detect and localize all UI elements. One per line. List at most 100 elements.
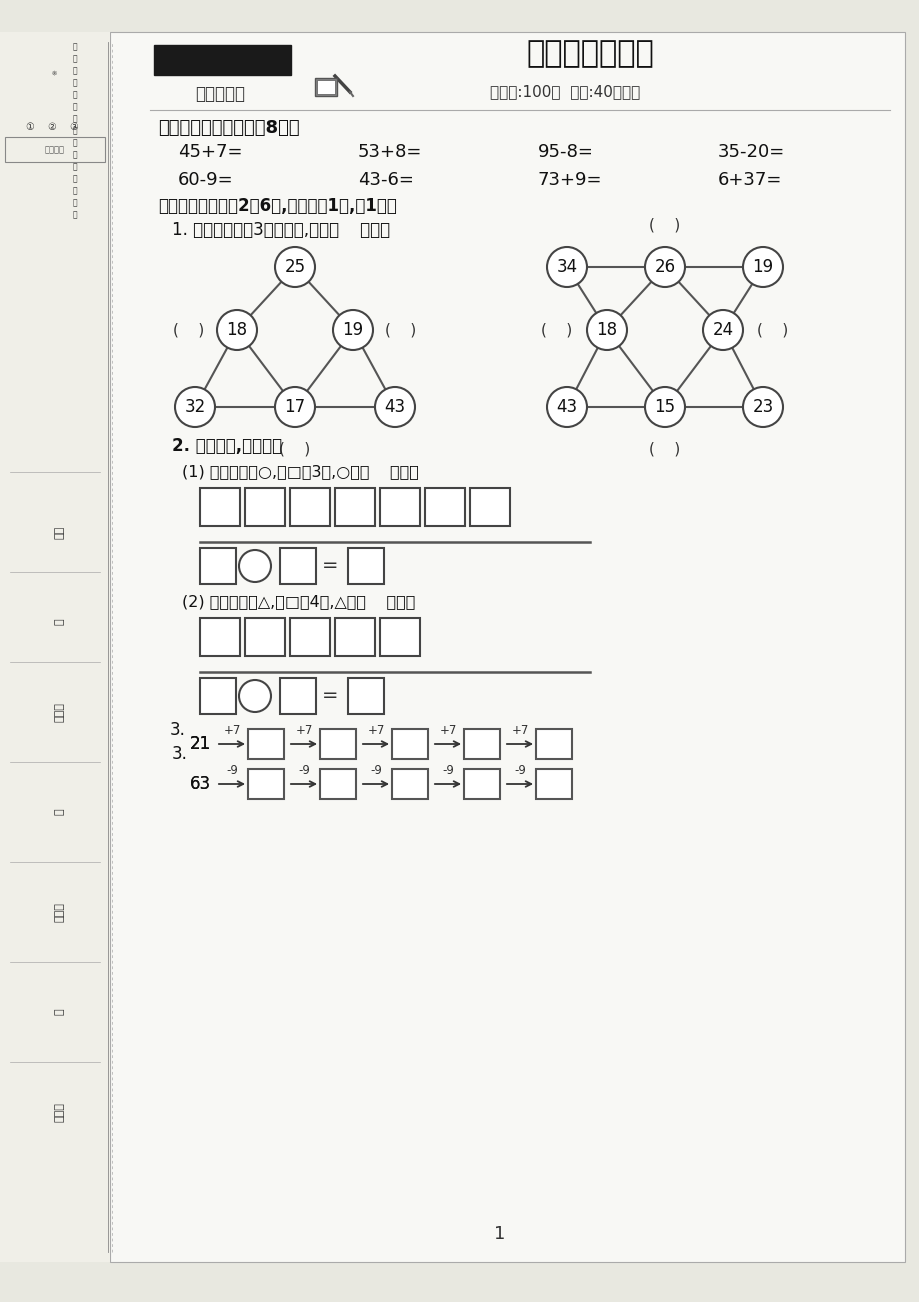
Text: 60-9=: 60-9= xyxy=(177,171,233,189)
Text: 43-6=: 43-6= xyxy=(357,171,414,189)
Text: 19: 19 xyxy=(342,322,363,339)
Text: 26: 26 xyxy=(653,258,675,276)
Text: +7: +7 xyxy=(295,724,312,737)
Circle shape xyxy=(644,247,685,286)
Bar xyxy=(380,488,420,526)
Circle shape xyxy=(702,310,743,350)
Text: 63: 63 xyxy=(189,775,210,793)
Text: 一、直接写出得数。（8分）: 一、直接写出得数。（8分） xyxy=(158,118,300,137)
Text: 班级：: 班级： xyxy=(55,902,65,922)
Bar xyxy=(347,678,383,713)
Text: 35-20=: 35-20= xyxy=(717,143,785,161)
Bar xyxy=(279,548,315,585)
Text: +7: +7 xyxy=(223,724,241,737)
Text: (    ): ( ) xyxy=(649,217,680,233)
Text: 19: 19 xyxy=(752,258,773,276)
Bar xyxy=(199,618,240,656)
Text: 学校：: 学校： xyxy=(55,1101,65,1122)
Text: -9: -9 xyxy=(514,764,526,777)
Text: 题: 题 xyxy=(73,163,77,172)
Text: 注: 注 xyxy=(73,78,77,87)
Circle shape xyxy=(333,310,372,350)
Text: 18: 18 xyxy=(226,322,247,339)
Text: 34: 34 xyxy=(556,258,577,276)
Text: 答: 答 xyxy=(55,1009,65,1016)
Text: -9: -9 xyxy=(442,764,453,777)
Text: (    ): ( ) xyxy=(649,441,680,457)
Bar xyxy=(536,769,572,799)
Bar xyxy=(110,33,904,1262)
Text: 21: 21 xyxy=(190,736,211,753)
Text: （江苏版）: （江苏版） xyxy=(195,85,244,103)
Bar xyxy=(314,78,336,96)
Text: 1. 算出每条线上3个数的和,填在（    ）里。: 1. 算出每条线上3个数的和,填在（ ）里。 xyxy=(172,221,390,240)
Bar xyxy=(199,548,236,585)
Bar xyxy=(320,729,356,759)
Text: 2. 先画一画,再解答。: 2. 先画一画,再解答。 xyxy=(172,437,282,454)
Bar xyxy=(463,729,499,759)
Bar xyxy=(289,618,330,656)
Text: 21: 21 xyxy=(189,736,210,753)
Bar xyxy=(244,618,285,656)
Text: +7: +7 xyxy=(367,724,384,737)
Text: 答: 答 xyxy=(55,809,65,815)
Bar xyxy=(244,488,285,526)
Text: +7: +7 xyxy=(511,724,528,737)
Text: 答: 答 xyxy=(73,211,77,220)
Text: 姓名：: 姓名： xyxy=(55,702,65,721)
Text: 意: 意 xyxy=(73,91,77,99)
Text: 73+9=: 73+9= xyxy=(538,171,602,189)
Text: =: = xyxy=(322,556,338,574)
Circle shape xyxy=(239,549,271,582)
Bar xyxy=(470,488,509,526)
Text: (2) 在横线上画△,比□多4个,△有（    ）个。: (2) 在横线上画△,比□多4个,△有（ ）个。 xyxy=(182,595,414,609)
Text: 1: 1 xyxy=(494,1225,505,1243)
Text: 细: 细 xyxy=(73,186,77,195)
Bar xyxy=(335,488,375,526)
Text: 时: 时 xyxy=(73,66,77,76)
Bar xyxy=(380,618,420,656)
Text: -9: -9 xyxy=(226,764,238,777)
Bar xyxy=(536,729,572,759)
Text: 题: 题 xyxy=(73,55,77,64)
Text: 45+7=: 45+7= xyxy=(177,143,243,161)
Circle shape xyxy=(644,387,685,427)
Circle shape xyxy=(217,310,256,350)
Text: 43: 43 xyxy=(556,398,577,417)
Bar xyxy=(463,769,499,799)
Circle shape xyxy=(743,387,782,427)
Bar xyxy=(347,548,383,585)
Bar xyxy=(248,729,284,759)
Text: +7: +7 xyxy=(439,724,456,737)
FancyBboxPatch shape xyxy=(153,46,290,76)
Circle shape xyxy=(375,387,414,427)
Text: 二年级数学（上）: 二年级数学（上） xyxy=(183,51,263,69)
Bar xyxy=(391,729,427,759)
Text: 二、填一填。（第2题6分,其余每空1分,兲1分）: 二、填一填。（第2题6分,其余每空1分,兲1分） xyxy=(158,197,396,215)
Text: ②: ② xyxy=(48,122,56,132)
Bar xyxy=(199,678,236,713)
Text: (    ): ( ) xyxy=(385,323,416,337)
Circle shape xyxy=(743,247,782,286)
Text: 仔: 仔 xyxy=(73,174,77,184)
Text: 53+8=: 53+8= xyxy=(357,143,422,161)
Bar xyxy=(335,618,375,656)
Bar xyxy=(289,488,330,526)
Text: 答: 答 xyxy=(55,618,65,625)
Text: 23: 23 xyxy=(752,398,773,417)
Text: (    ): ( ) xyxy=(173,323,204,337)
Text: ③: ③ xyxy=(70,122,78,132)
Text: 项: 项 xyxy=(73,115,77,124)
Text: 32: 32 xyxy=(184,398,206,417)
Bar xyxy=(199,488,240,526)
Text: (    ): ( ) xyxy=(756,323,788,337)
Text: -9: -9 xyxy=(298,764,310,777)
Text: 43: 43 xyxy=(384,398,405,417)
Bar xyxy=(391,769,427,799)
Text: 答: 答 xyxy=(73,43,77,52)
Text: 第一单元测评卷: 第一单元测评卷 xyxy=(526,39,653,69)
Bar xyxy=(5,137,105,161)
Text: (    ): ( ) xyxy=(540,323,572,337)
Bar xyxy=(320,769,356,799)
Text: 95-8=: 95-8= xyxy=(538,143,594,161)
